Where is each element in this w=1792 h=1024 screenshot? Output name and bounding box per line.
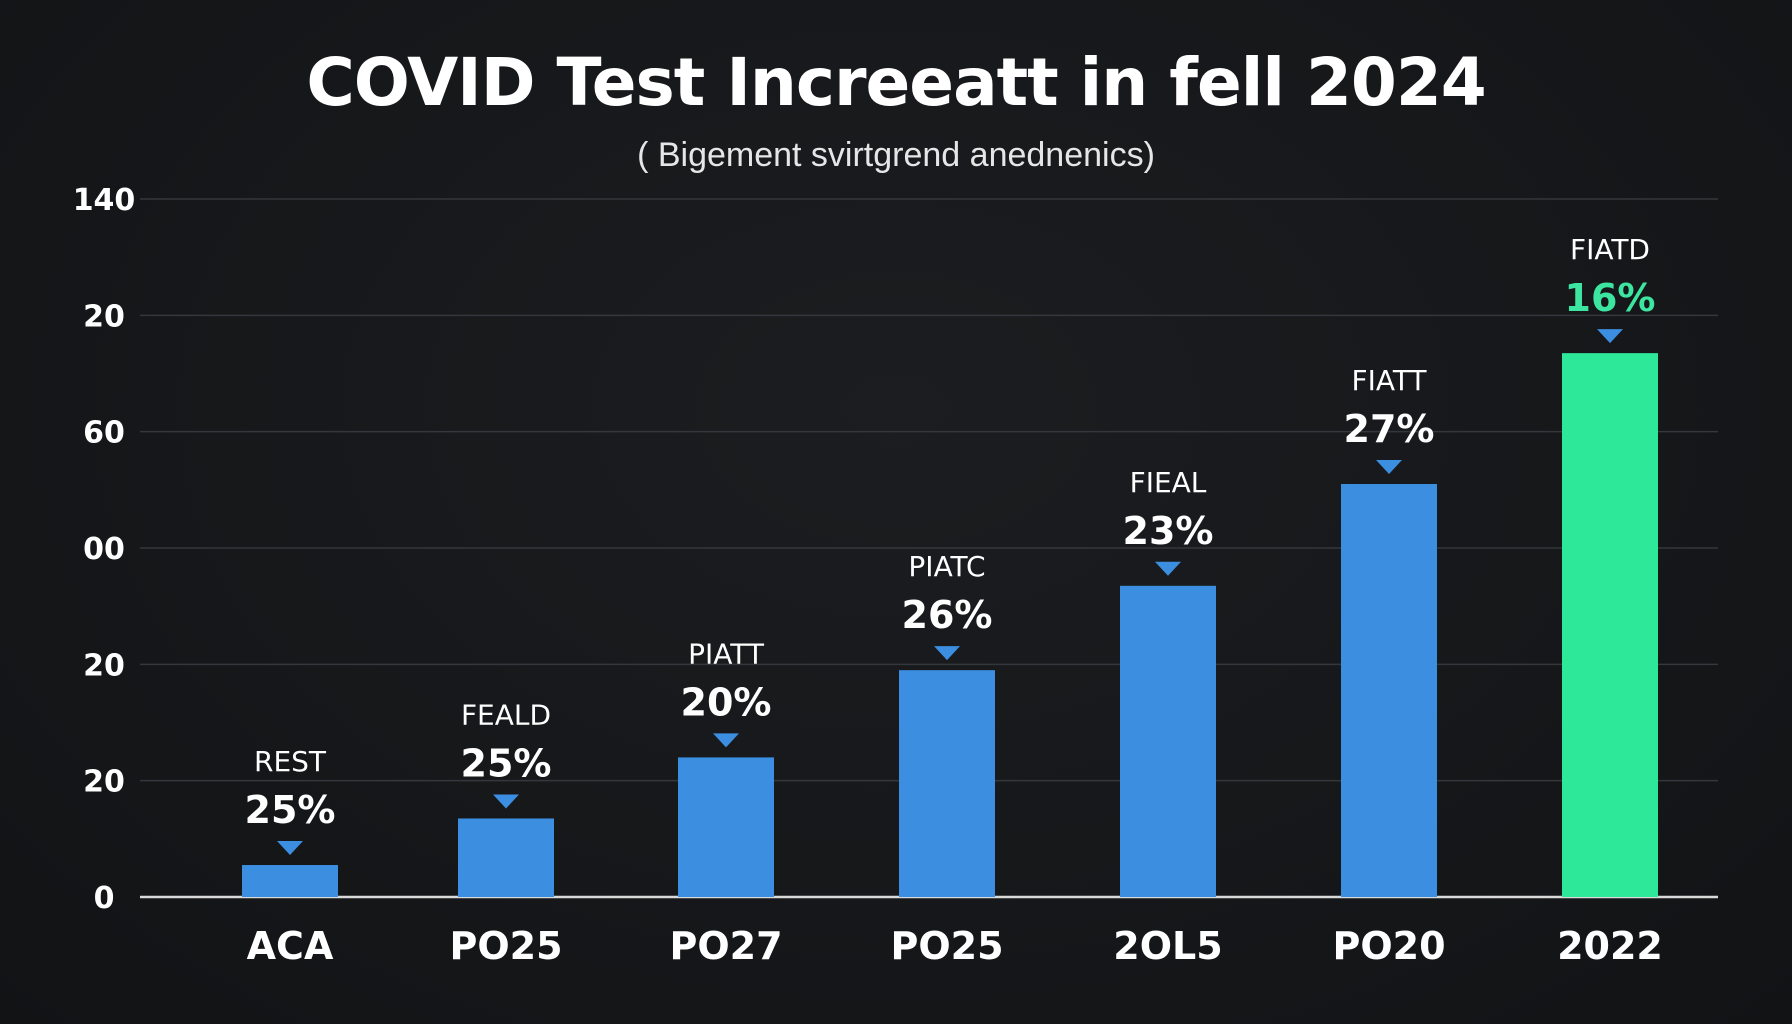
y-tick-label: 20: [83, 648, 125, 683]
y-tick-label: 0: [94, 881, 115, 916]
bar-value-label: 25%: [461, 741, 552, 785]
y-tick-label: 20: [83, 299, 125, 334]
bar-marker-icon: [277, 841, 303, 856]
bar: [678, 757, 774, 897]
bar: [458, 818, 554, 897]
y-tick-label: 20: [83, 765, 125, 800]
x-category-label: ACA: [247, 924, 334, 968]
bar-tag-label: PIATT: [688, 637, 765, 670]
bar-value-label: 26%: [902, 593, 993, 637]
bar-value-label: 23%: [1123, 509, 1214, 553]
bar-tag-label: FIEAL: [1130, 466, 1207, 499]
bar-value-label: 27%: [1344, 407, 1435, 451]
bar-marker-icon: [1376, 460, 1402, 475]
bar-marker-icon: [934, 646, 960, 661]
bar: [1120, 585, 1216, 897]
bar-tag-label: FIATD: [1570, 233, 1650, 266]
x-category-label: 2022: [1557, 924, 1663, 968]
x-category-label: PO25: [890, 924, 1003, 968]
x-category-label: 2OL5: [1113, 924, 1222, 968]
x-category-label: PO20: [1332, 924, 1445, 968]
bar-value-label: 20%: [681, 680, 772, 724]
bar-value-label: 16%: [1565, 276, 1656, 320]
chart-title: COVID Test Increeatt in fell 2024: [306, 44, 1486, 121]
label-layer: 0 20 20 00 60 20 140 25% REST ACA 25% FEALD PO25 20% P…: [73, 183, 1663, 968]
bar: [899, 670, 995, 897]
bar: [1341, 484, 1437, 897]
bar-tag-label: PIATC: [908, 550, 985, 583]
bar: [242, 865, 338, 897]
bar-tag-label: REST: [254, 745, 327, 778]
bar-marker-icon: [1597, 329, 1623, 344]
bar-marker-icon: [713, 733, 739, 748]
x-category-label: PO25: [449, 924, 562, 968]
bar-marker-icon: [1155, 561, 1181, 576]
chart-subtitle: ( Bigement svirtgrend anednenics): [637, 136, 1155, 174]
bar: [1562, 353, 1658, 897]
bar-value-label: 25%: [245, 788, 336, 832]
y-tick-label: 00: [83, 532, 125, 567]
x-category-label: PO27: [669, 924, 782, 968]
y-tick-label: 60: [83, 416, 125, 451]
bar-layer: [242, 329, 1658, 897]
y-tick-label: 140: [73, 183, 136, 218]
bar-marker-icon: [493, 794, 519, 809]
bar-tag-label: FIATT: [1351, 364, 1427, 397]
bar-tag-label: FEALD: [461, 698, 551, 731]
